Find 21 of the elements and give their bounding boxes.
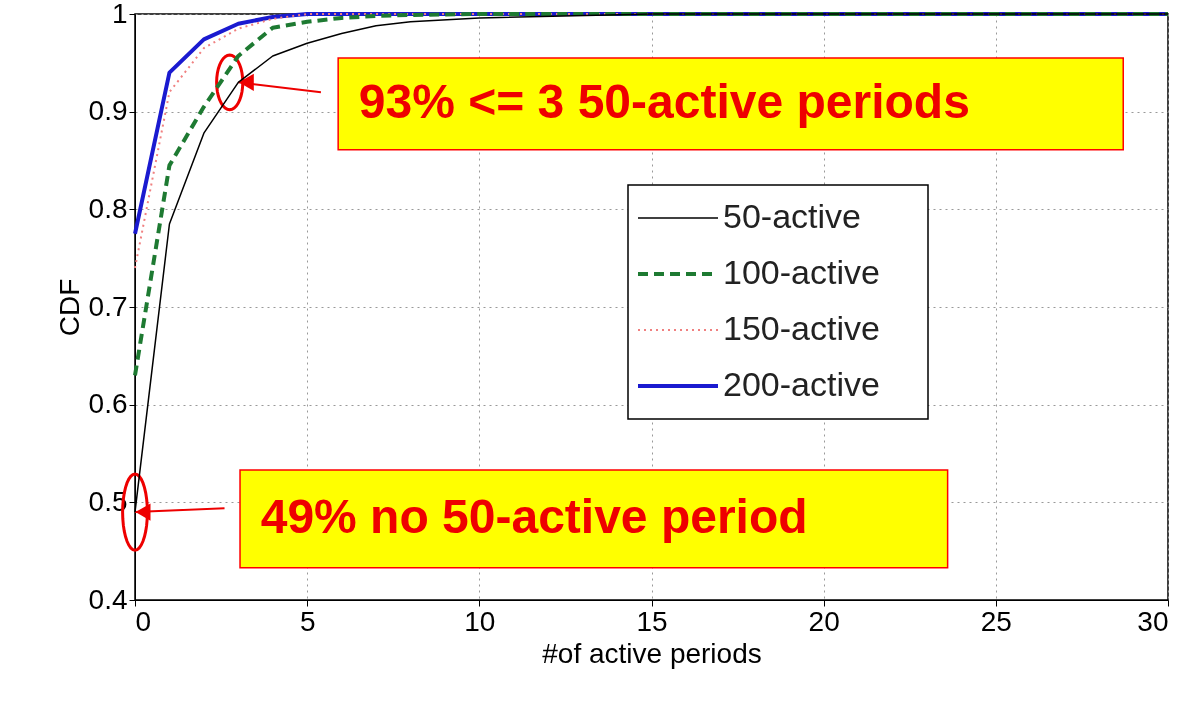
legend-label: 50-active <box>723 197 861 235</box>
y-tick-label: 0.4 <box>88 583 128 615</box>
legend-label: 150-active <box>723 309 880 347</box>
x-tick-label: 15 <box>636 605 668 637</box>
x-tick-label: 25 <box>980 605 1012 637</box>
annotation: 49% no 50-active period <box>260 489 808 543</box>
x-tick-label: 0 <box>135 605 152 637</box>
y-tick-label: 0.8 <box>88 192 128 224</box>
x-tick-label: 10 <box>464 605 496 637</box>
y-tick-label: 0.9 <box>88 95 128 127</box>
x-tick-label: 30 <box>1137 605 1169 637</box>
x-axis-title: #of active periods <box>542 637 762 669</box>
legend-label: 100-active <box>723 253 880 291</box>
x-tick-label: 5 <box>299 605 316 637</box>
y-tick-label: 0.6 <box>88 388 128 420</box>
y-tick-label: 1 <box>111 0 128 29</box>
legend-label: 200-active <box>723 365 880 403</box>
x-tick-label: 20 <box>808 605 840 637</box>
y-axis-title: CDF <box>53 278 85 337</box>
annotation: 93% <= 3 50-active periods <box>358 74 970 128</box>
y-tick-label: 0.7 <box>88 290 128 322</box>
